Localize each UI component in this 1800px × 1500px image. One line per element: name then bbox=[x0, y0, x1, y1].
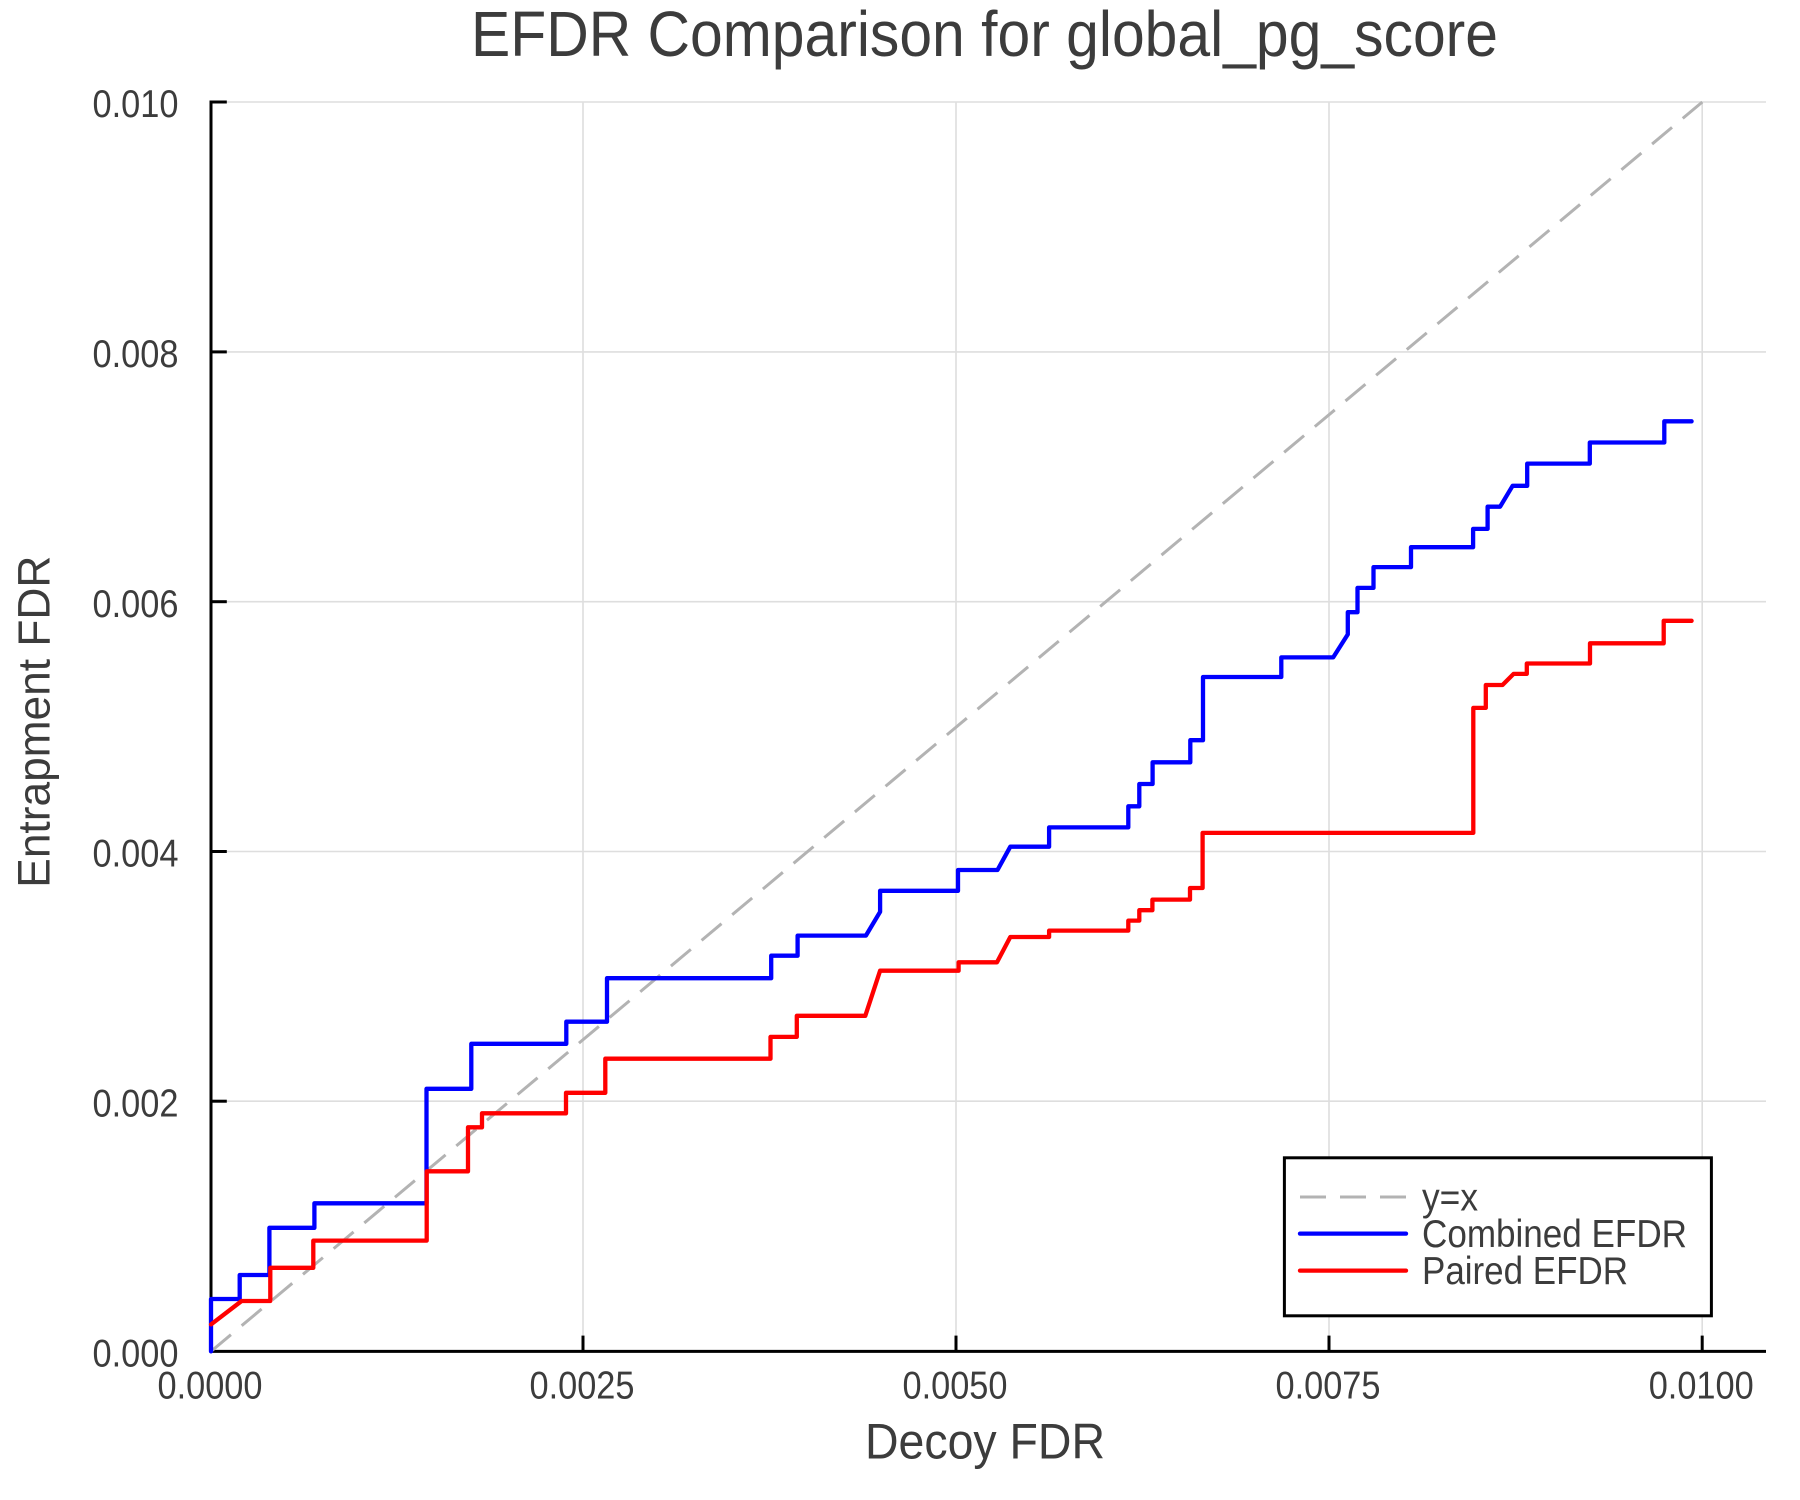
svg-text:0.006: 0.006 bbox=[93, 583, 179, 626]
svg-text:Paired EFDR: Paired EFDR bbox=[1422, 1250, 1628, 1293]
svg-text:Entrapment FDR: Entrapment FDR bbox=[8, 556, 59, 888]
svg-text:Decoy FDR: Decoy FDR bbox=[865, 1413, 1105, 1469]
svg-text:y=x: y=x bbox=[1422, 1177, 1478, 1220]
svg-text:0.000: 0.000 bbox=[93, 1333, 179, 1376]
svg-text:0.0050: 0.0050 bbox=[903, 1364, 1008, 1407]
svg-text:0.0075: 0.0075 bbox=[1276, 1364, 1381, 1407]
svg-text:0.010: 0.010 bbox=[93, 83, 179, 126]
svg-text:0.002: 0.002 bbox=[93, 1082, 179, 1125]
svg-text:0.008: 0.008 bbox=[93, 333, 179, 376]
svg-text:0.0025: 0.0025 bbox=[530, 1364, 635, 1407]
svg-text:0.0000: 0.0000 bbox=[158, 1364, 263, 1407]
svg-text:Combined EFDR: Combined EFDR bbox=[1422, 1213, 1687, 1256]
svg-text:0.004: 0.004 bbox=[93, 833, 179, 876]
svg-text:0.0100: 0.0100 bbox=[1649, 1364, 1754, 1407]
svg-text:EFDR Comparison for global_pg_: EFDR Comparison for global_pg_score bbox=[471, 0, 1498, 70]
